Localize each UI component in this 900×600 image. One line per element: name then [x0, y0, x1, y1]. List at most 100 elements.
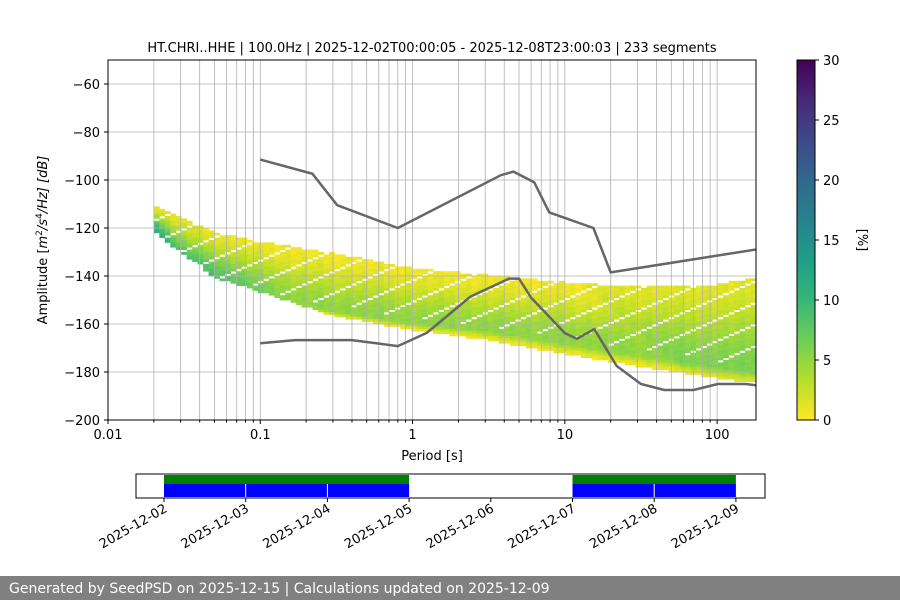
psd-cell: [339, 297, 346, 301]
psd-cell: [274, 285, 281, 289]
psd-cell: [728, 316, 735, 320]
psd-cell: [580, 345, 587, 349]
psd-cell: [345, 271, 352, 274]
psd-cell: [372, 314, 379, 318]
psd-cell: [646, 290, 653, 294]
psd-cell: [356, 266, 363, 270]
psd-cell: [389, 295, 396, 298]
psd-cell: [504, 321, 511, 325]
psd-cell: [433, 316, 439, 320]
psd-cell: [471, 300, 478, 303]
psd-cell: [274, 271, 281, 274]
psd-cell: [526, 333, 532, 337]
psd-cell: [493, 331, 500, 334]
psd-cell: [542, 288, 549, 291]
psd-cell: [449, 278, 456, 282]
psd-cell: [641, 362, 647, 366]
psd-cell: [547, 328, 554, 332]
psd-cell: [471, 285, 478, 289]
psd-cell: [553, 288, 560, 291]
psd-cell: [553, 343, 560, 346]
psd-cell: [345, 304, 352, 308]
psd-cell: [635, 360, 642, 363]
psd-cell: [159, 228, 166, 231]
psd-cell: [427, 276, 434, 279]
psd-cell: [350, 273, 357, 277]
psd-cell: [378, 273, 385, 277]
psd-cell: [684, 367, 691, 370]
psd-cell: [345, 314, 352, 318]
colorbar-tick-label: 15: [823, 234, 840, 249]
psd-cell: [367, 314, 374, 318]
psd-cell: [405, 326, 412, 330]
psd-cell: [526, 280, 532, 284]
psd-cell: [531, 314, 538, 318]
psd-cell: [701, 336, 708, 339]
psd-cell: [580, 285, 587, 289]
psd-cell: [750, 321, 756, 325]
psd-cell: [487, 280, 494, 284]
psd-cell: [323, 285, 330, 289]
psd-cell: [684, 304, 691, 308]
psd-cell: [460, 276, 467, 279]
psd-cell: [712, 374, 719, 378]
psd-cell: [339, 295, 346, 298]
psd-cell: [235, 271, 242, 274]
psd-cell: [646, 333, 653, 337]
psd-cell: [547, 314, 554, 318]
psd-cell: [203, 266, 209, 270]
psd-cell: [235, 273, 242, 277]
psd-cell: [383, 304, 390, 308]
psd-cell: [630, 307, 636, 310]
psd-cell: [750, 295, 756, 298]
psd-cell: [170, 213, 177, 217]
psd-cell: [684, 336, 691, 339]
psd-cell: [454, 278, 461, 282]
psd-cell: [323, 304, 330, 308]
psd-cell: [619, 290, 626, 294]
psd-cell: [745, 376, 751, 380]
psd-cell: [268, 247, 275, 250]
psd-cell: [728, 295, 735, 298]
psd-cell: [498, 328, 505, 332]
psd-cell: [651, 319, 658, 322]
psd-cell: [498, 302, 505, 306]
psd-cell: [597, 333, 604, 337]
psd-cell: [318, 290, 324, 294]
psd-cell: [630, 319, 636, 322]
psd-cell: [279, 261, 286, 265]
psd-cell: [225, 278, 231, 282]
psd-cell: [701, 300, 708, 303]
psd-cell: [263, 280, 270, 284]
psd-cell: [597, 285, 604, 289]
psd-cell: [230, 259, 237, 262]
psd-cell: [246, 249, 253, 253]
psd-cell: [257, 247, 264, 250]
psd-cell: [580, 352, 587, 356]
psd-cell: [339, 264, 346, 267]
psd-cell: [706, 292, 713, 296]
psd-cell: [728, 369, 735, 373]
psd-cell: [449, 271, 456, 274]
psd-cell: [181, 218, 188, 222]
psd-cell: [214, 252, 220, 255]
psd-cell: [290, 249, 297, 253]
psd-cell: [542, 304, 549, 308]
psd-cell: [591, 324, 598, 327]
psd-cell: [230, 261, 237, 265]
psd-cell: [619, 328, 626, 332]
psd-cell: [701, 362, 708, 366]
psd-cell: [350, 290, 357, 294]
psd-cell: [285, 295, 292, 298]
psd-cell: [673, 338, 680, 342]
psd-cell: [619, 357, 626, 361]
psd-cell: [509, 307, 516, 310]
psd-cell: [339, 280, 346, 284]
psd-cell: [547, 324, 554, 327]
psd-cell: [558, 340, 565, 344]
psd-cell: [662, 360, 669, 363]
psd-cell: [739, 295, 746, 298]
psd-cell: [361, 312, 368, 315]
psd-cell: [181, 237, 188, 241]
psd-cell: [520, 326, 527, 330]
